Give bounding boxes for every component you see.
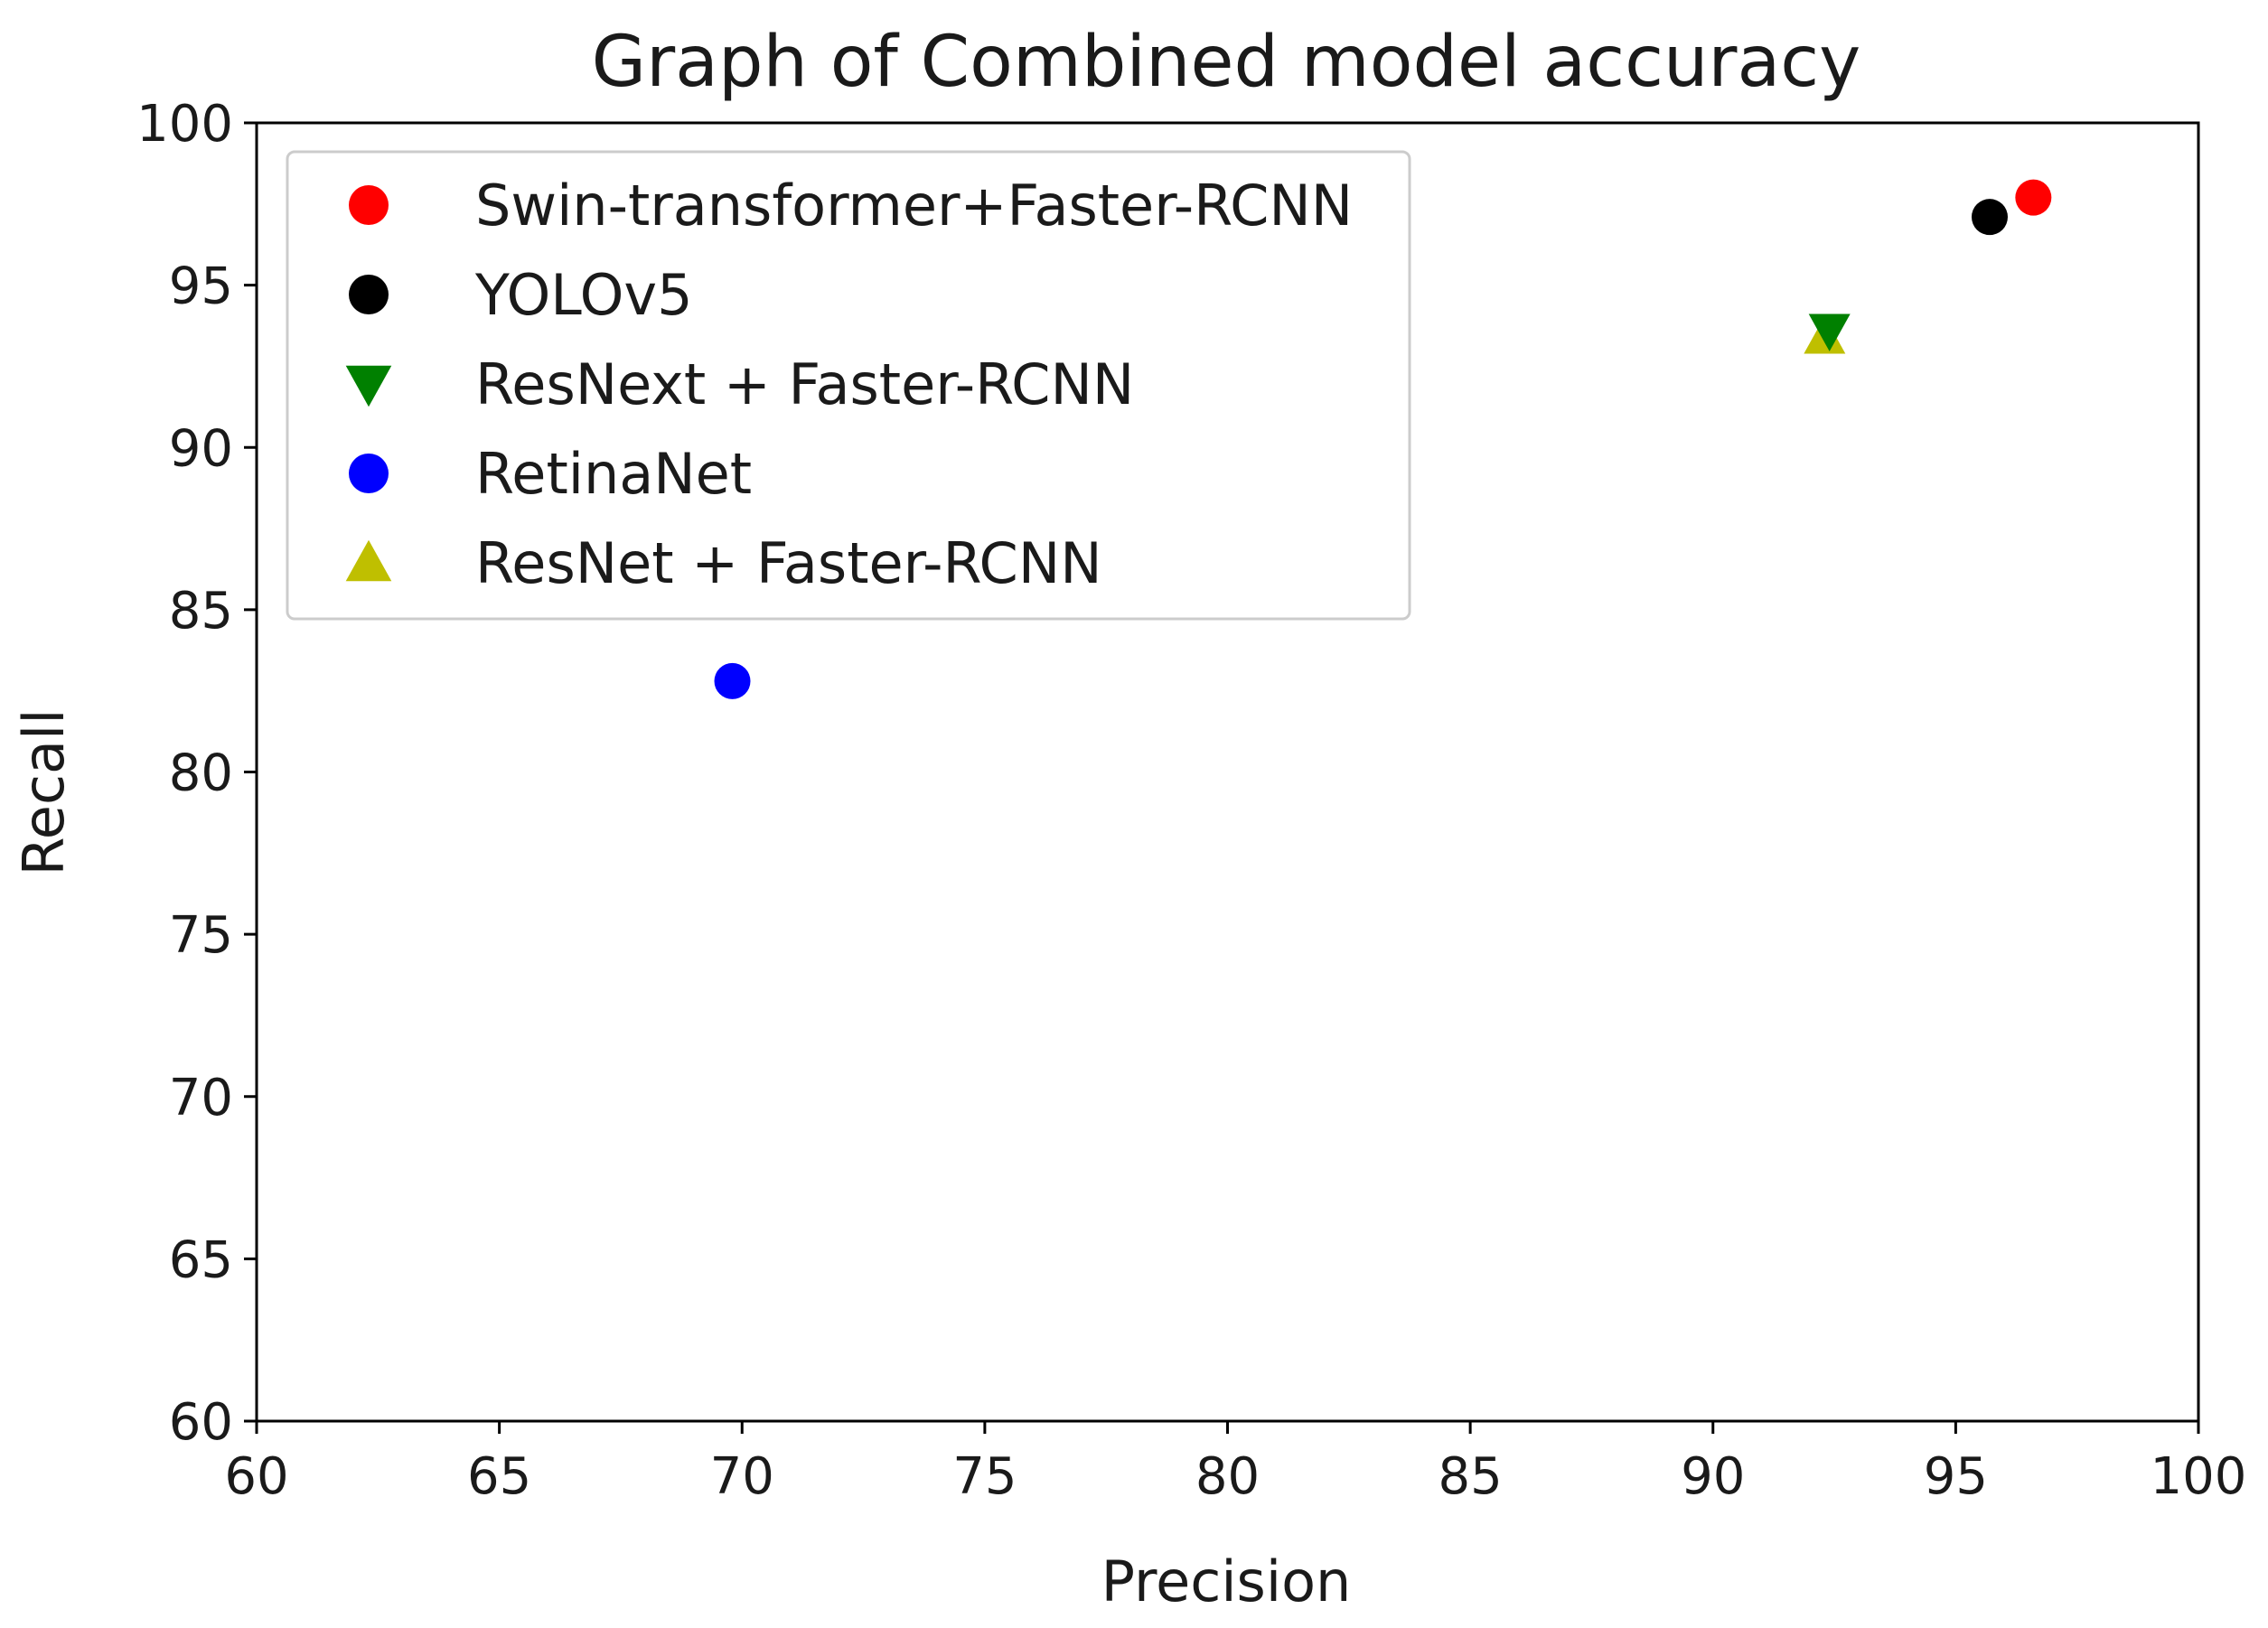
x-tick-label: 80 [1195, 1447, 1260, 1506]
y-axis-label: Recall [11, 709, 77, 876]
legend-marker [345, 365, 392, 407]
data-point [1808, 313, 1851, 351]
chart-title: Graph of Combined model accuracy [592, 22, 1861, 103]
data-points [714, 179, 2052, 699]
y-tick-label: 70 [169, 1069, 233, 1127]
y-tick-label: 65 [169, 1230, 233, 1289]
legend: Swin-transformer+Faster-RCNN YOLOv5 ResNex… [286, 150, 1411, 621]
y-tick-label: 100 [136, 95, 233, 154]
x-tick-label: 70 [710, 1447, 774, 1506]
data-point [1971, 199, 2008, 236]
y-tick-label: 80 [169, 744, 233, 803]
y-tick-label: 60 [169, 1393, 233, 1452]
legend-box [286, 150, 1411, 621]
legend-marker [349, 275, 389, 314]
x-axis-label: Precision [1101, 1548, 1352, 1614]
legend-marker [349, 454, 389, 493]
data-point [2015, 179, 2052, 216]
x-tick-label: 65 [467, 1447, 531, 1506]
legend-label: Swin-transformer+Faster-RCNN [475, 173, 1353, 239]
legend-label: RetinaNet [475, 441, 752, 507]
x-tick-label: 95 [1924, 1447, 1988, 1506]
legend-label: YOLOv5 [474, 262, 693, 328]
y-tick-label: 75 [169, 906, 233, 965]
legend-label: ResNext + Faster-RCNN [475, 351, 1134, 417]
x-tick-label: 90 [1681, 1447, 1745, 1506]
x-tick-label: 75 [952, 1447, 1017, 1506]
legend-marker [349, 185, 389, 225]
legend-marker [345, 539, 392, 582]
legend-label: ResNet + Faster-RCNN [475, 530, 1102, 596]
y-tick-label: 85 [169, 582, 233, 641]
x-tick-label: 85 [1438, 1447, 1502, 1506]
y-tick-label: 95 [169, 257, 233, 316]
x-tick-label: 60 [224, 1447, 288, 1506]
x-tick-label: 100 [2151, 1447, 2247, 1506]
plot-area: 60 65 70 75 80 85 90 95 100 60 65 70 75 80 85 90 95 100 [136, 95, 2246, 1506]
y-tick-label: 90 [169, 419, 233, 478]
data-point [714, 662, 751, 699]
